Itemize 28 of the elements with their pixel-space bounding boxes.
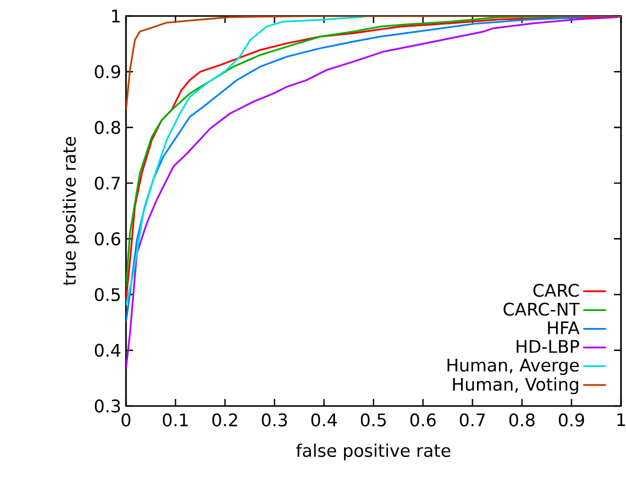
legend-label: CARC-NT bbox=[504, 302, 580, 316]
y-tick-label: 1 bbox=[112, 10, 120, 22]
y-tick-label: 0.4 bbox=[94, 344, 120, 357]
x-tick-label: 0.7 bbox=[460, 413, 485, 426]
x-tick-label: 0.5 bbox=[360, 413, 386, 426]
legend-label: CARC bbox=[533, 284, 579, 297]
legend-label: Human, Averge bbox=[448, 358, 579, 376]
x-tick-label: 0.1 bbox=[162, 413, 188, 426]
x-tick-label: 0.8 bbox=[509, 413, 535, 426]
y-tick-label: 0.8 bbox=[94, 120, 120, 134]
legend-label: Human, Voting bbox=[453, 377, 578, 394]
x-tick-label: 0.4 bbox=[311, 413, 337, 426]
legend-label: HD-LBP bbox=[516, 340, 580, 353]
y-tick-label: 0.5 bbox=[94, 288, 120, 302]
y-axis-title: true positive rate bbox=[62, 137, 80, 286]
x-tick-label: 1 bbox=[617, 413, 625, 426]
y-tick-label: 0.9 bbox=[94, 65, 120, 78]
x-tick-label: 0.9 bbox=[558, 413, 584, 426]
legend-label: HFA bbox=[548, 322, 580, 334]
x-tick-label: 0 bbox=[122, 413, 130, 426]
y-tick-label: 0.7 bbox=[94, 176, 120, 190]
x-tick-label: 0.2 bbox=[212, 413, 238, 426]
y-tick-label: 0.3 bbox=[94, 399, 120, 413]
x-tick-label: 0.6 bbox=[410, 413, 436, 426]
y-tick-label: 0.6 bbox=[94, 232, 120, 246]
x-axis-title: false positive rate bbox=[296, 444, 450, 460]
line-series bbox=[126, 16, 621, 112]
x-tick-label: 0.3 bbox=[262, 413, 287, 426]
